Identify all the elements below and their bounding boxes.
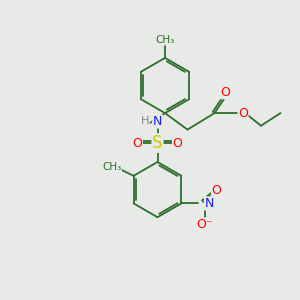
Text: CH₃: CH₃	[102, 162, 121, 172]
Text: O: O	[212, 184, 221, 197]
Text: O: O	[238, 106, 248, 120]
Text: CH₃: CH₃	[155, 35, 175, 45]
Text: S: S	[152, 134, 163, 152]
Text: O: O	[173, 136, 182, 150]
Text: H: H	[141, 116, 149, 127]
Text: N: N	[205, 197, 214, 210]
Text: O: O	[220, 85, 230, 99]
Text: N: N	[153, 115, 162, 128]
Text: O: O	[133, 136, 142, 150]
Text: O⁻: O⁻	[196, 218, 213, 231]
